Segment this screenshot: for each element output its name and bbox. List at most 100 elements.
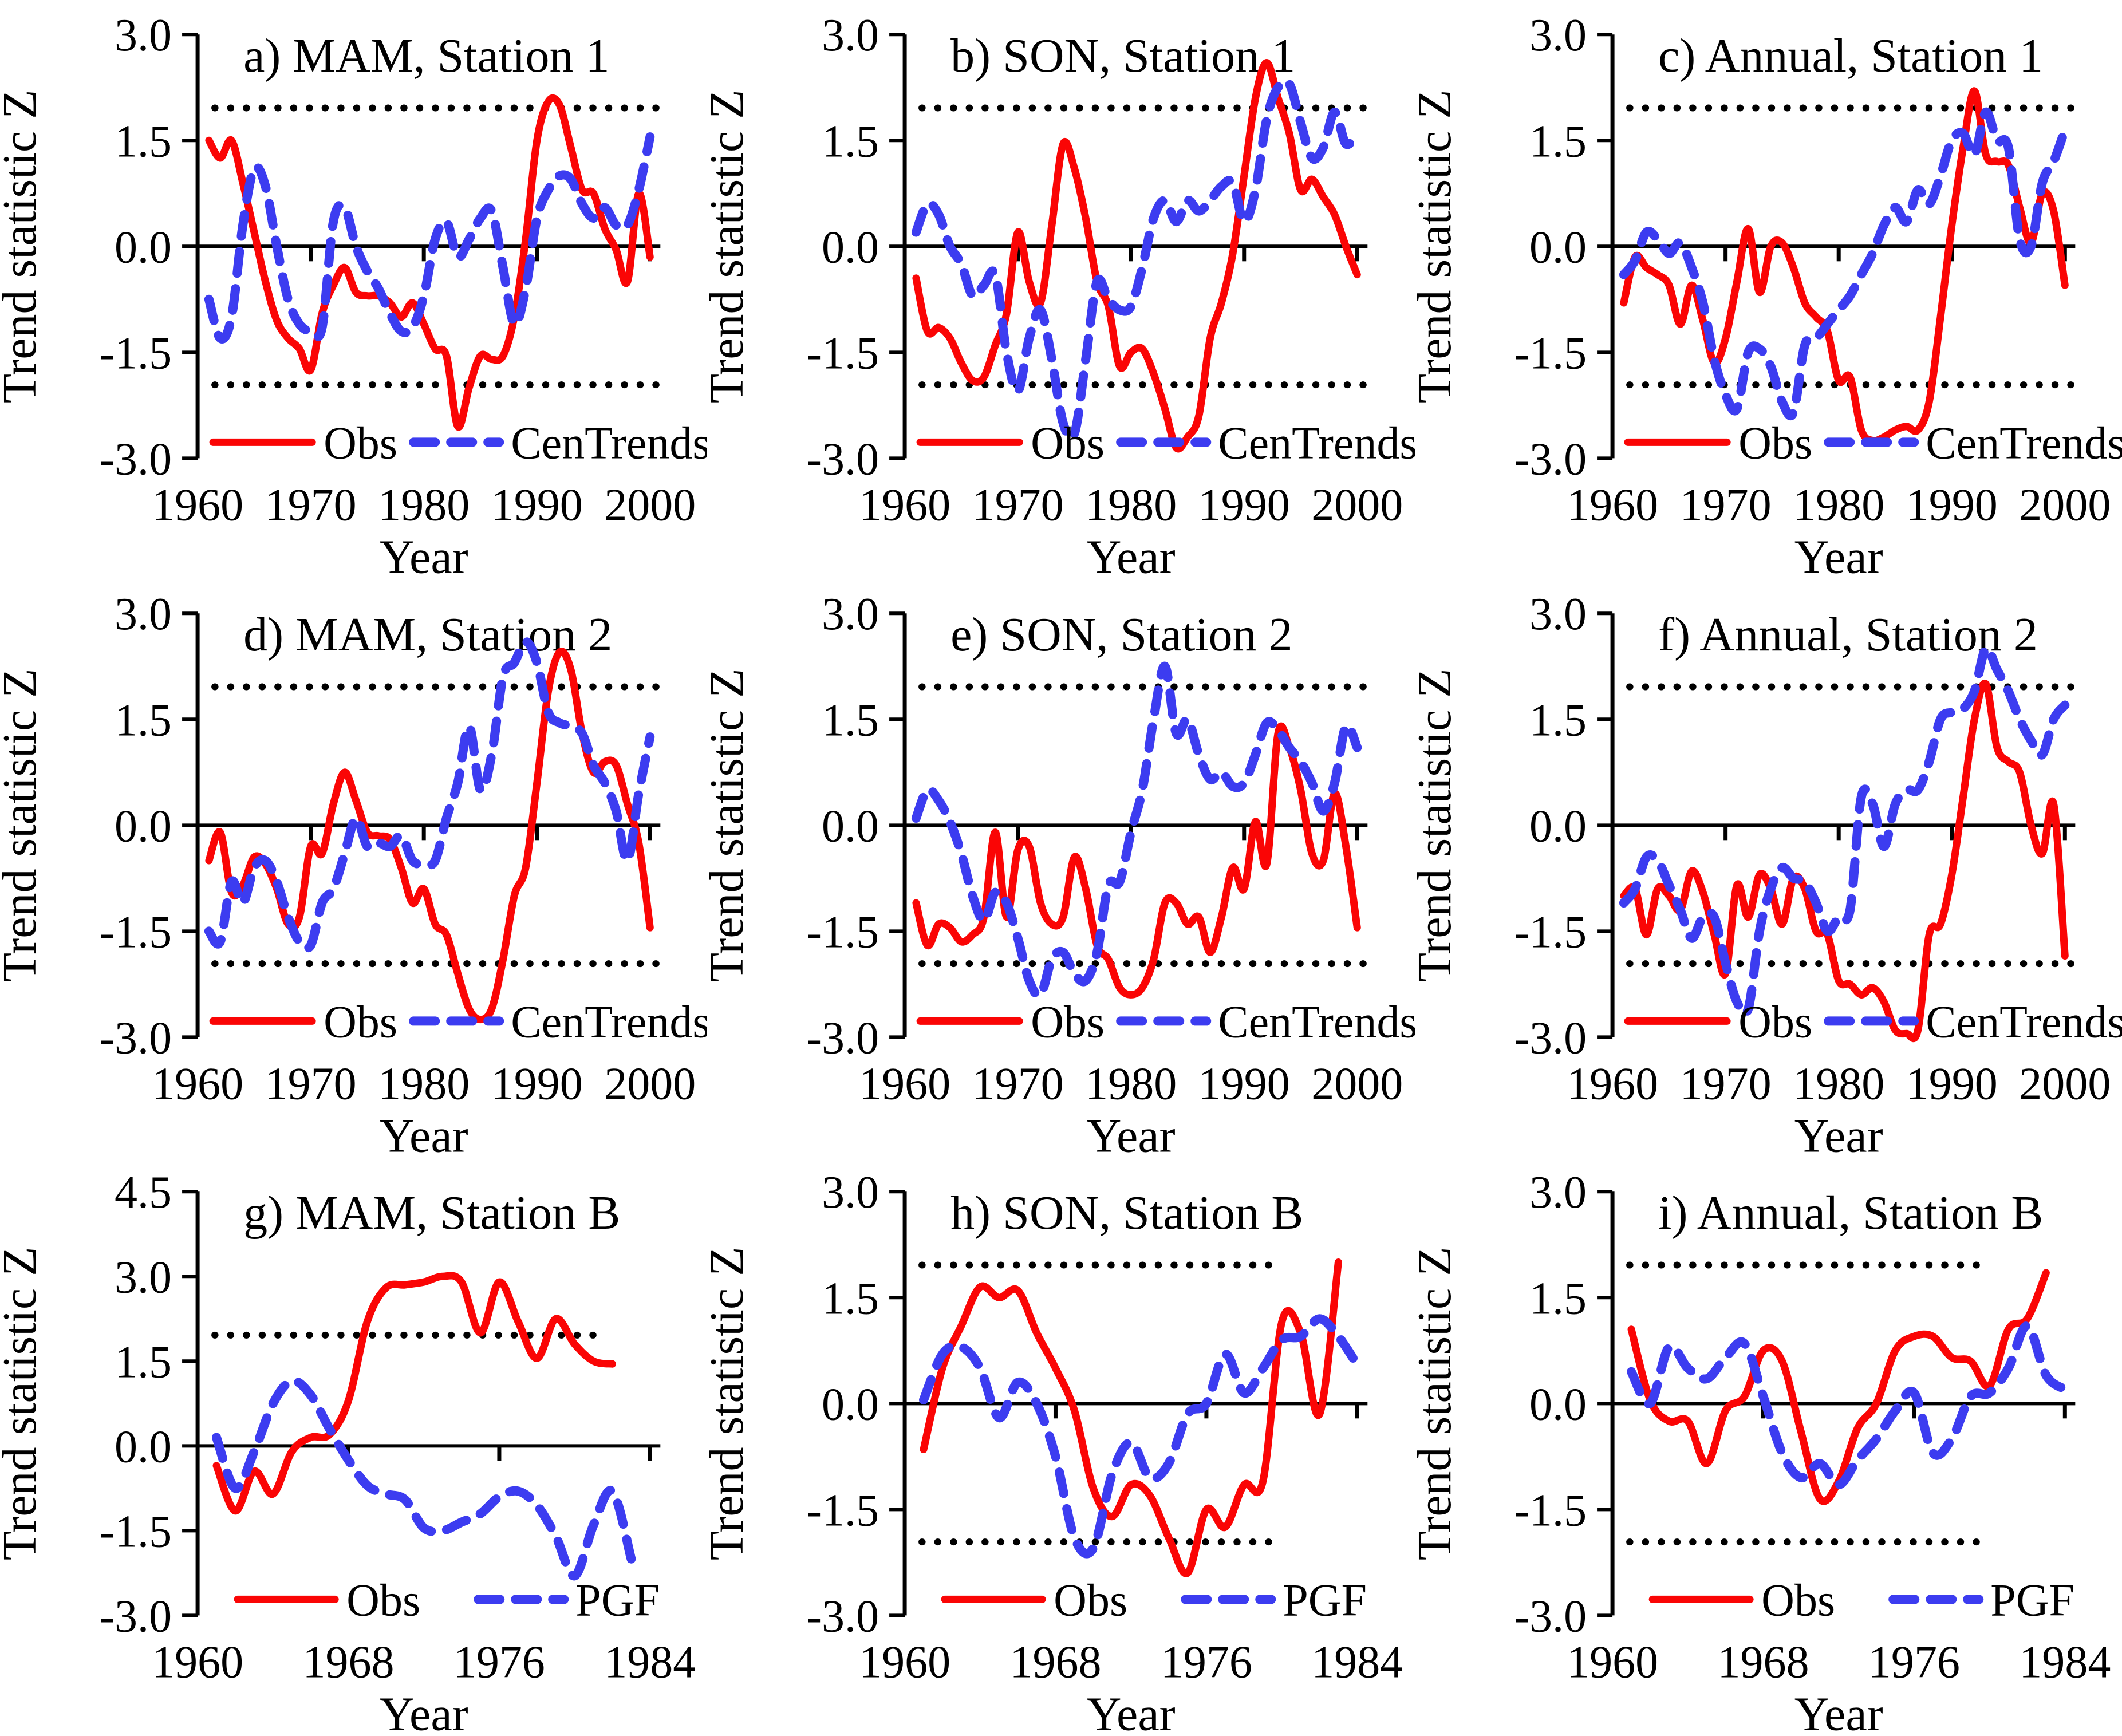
y-tick-label: 1.5 — [115, 695, 172, 745]
panel-title: d) MAM, Station 2 — [243, 608, 612, 661]
y-tick-label: 3.0 — [115, 10, 172, 61]
legend-model-label: CenTrends — [1926, 418, 2122, 468]
y-tick-label: -1.5 — [99, 1507, 172, 1557]
y-tick-label: 0.0 — [115, 222, 172, 273]
y-tick-label: 3.0 — [822, 1168, 879, 1218]
legend-obs-label: Obs — [1054, 1576, 1127, 1626]
y-axis-title: Trend statistic Z — [1415, 668, 1461, 982]
x-axis-title: Year — [1087, 1109, 1176, 1157]
y-tick-label: -3.0 — [99, 434, 172, 484]
x-tick-label: 1970 — [972, 480, 1064, 530]
y-tick-label: 0.0 — [822, 1380, 879, 1430]
y-tick-label: 3.0 — [822, 10, 879, 61]
y-axis-title: Trend statistic Z — [0, 668, 46, 982]
y-tick-label: 3.0 — [1529, 1168, 1587, 1218]
y-tick-label: -1.5 — [1514, 907, 1587, 957]
y-tick-label: 4.5 — [115, 1168, 172, 1218]
x-tick-label: 1960 — [1567, 480, 1658, 530]
x-tick-label: 1960 — [152, 1059, 243, 1109]
y-tick-label: -1.5 — [807, 907, 879, 957]
legend-obs-label: Obs — [324, 997, 397, 1047]
x-tick-label: 2000 — [2019, 480, 2111, 530]
series-obs-line — [1620, 87, 2069, 445]
x-tick-label: 1960 — [859, 480, 950, 530]
series-pgf-line — [211, 1376, 636, 1581]
y-tick-label: 1.5 — [1529, 1274, 1587, 1324]
x-tick-label: 2000 — [604, 1059, 696, 1109]
series-obs-line — [912, 59, 1362, 453]
x-axis-title: Year — [1087, 1688, 1176, 1736]
series-obs-line — [920, 1258, 1343, 1578]
series-centrends-line — [912, 76, 1362, 443]
y-tick-label: 1.5 — [1529, 695, 1587, 745]
series-obs-line — [205, 94, 654, 431]
x-tick-label: 2000 — [1312, 1059, 1403, 1109]
panel-title: h) SON, Station B — [950, 1187, 1303, 1240]
series-obs-line — [912, 722, 1362, 999]
panel-title: e) SON, Station 2 — [950, 608, 1292, 661]
y-tick-label: -1.5 — [99, 907, 172, 957]
x-tick-label: 1970 — [265, 1059, 357, 1109]
chart-panel-f: 3.0 1.5 0.0 -1.5 -3.0 1960 1970 1980 1990 2000 Yea… — [1415, 579, 2122, 1157]
x-tick-label: 1990 — [491, 1059, 583, 1109]
legend-obs-label: Obs — [1761, 1576, 1835, 1626]
y-axis-title: Trend statistic Z — [1415, 1247, 1461, 1561]
legend-obs-label: Obs — [1031, 418, 1105, 468]
series-centrends-line — [204, 132, 655, 344]
x-tick-label: 2000 — [2019, 1059, 2111, 1109]
legend-obs-label: Obs — [1738, 997, 1812, 1047]
x-tick-label: 1984 — [604, 1638, 696, 1688]
chart-panel-a: 3.0 1.5 0.0 -1.5 -3.0 1960 1970 1980 1990 2000 Yea… — [0, 0, 707, 578]
legend-model-label: PGF — [1990, 1576, 2074, 1626]
x-tick-label: 1990 — [1906, 480, 1997, 530]
y-tick-label: 0.0 — [115, 801, 172, 851]
x-tick-label: 1968 — [1717, 1638, 1809, 1688]
y-tick-label: 1.5 — [822, 695, 879, 745]
x-tick-label: 1984 — [2019, 1638, 2111, 1688]
y-axis-title: Trend statistic Z — [0, 1247, 46, 1561]
y-tick-label: 0.0 — [1529, 222, 1587, 273]
y-tick-label: -3.0 — [807, 1592, 879, 1642]
y-tick-label: 1.5 — [115, 116, 172, 167]
legend-model-label: CenTrends — [511, 997, 707, 1047]
y-tick-label: 1.5 — [115, 1337, 172, 1388]
x-axis-title: Year — [380, 530, 468, 578]
chart-panel-d: 3.0 1.5 0.0 -1.5 -3.0 1960 1970 1980 1990 2000 Yea… — [0, 579, 707, 1157]
series-obs-line — [1620, 679, 2069, 1042]
x-tick-label: 1980 — [1793, 480, 1884, 530]
x-tick-label: 1970 — [1679, 480, 1771, 530]
y-axis-title: Trend statistic Z — [707, 668, 754, 982]
x-axis-title: Year — [1794, 1109, 1883, 1157]
series-centrends-line — [912, 661, 1362, 1000]
x-tick-label: 2000 — [1312, 480, 1403, 530]
x-tick-label: 1980 — [1793, 1059, 1884, 1109]
y-tick-label: -3.0 — [99, 1592, 172, 1642]
y-tick-label: 0.0 — [822, 801, 879, 851]
panel-title: i) Annual, Station B — [1658, 1187, 2043, 1240]
chart-panel-c: 3.0 1.5 0.0 -1.5 -3.0 1960 1970 1980 1990 2000 Yea… — [1415, 0, 2122, 578]
chart-panel-e: 3.0 1.5 0.0 -1.5 -3.0 1960 1970 1980 1990 2000 Yea… — [707, 579, 1414, 1157]
x-tick-label: 1976 — [1161, 1638, 1252, 1688]
x-axis-title: Year — [1087, 530, 1176, 578]
legend-model-label: CenTrends — [1926, 997, 2122, 1047]
y-tick-label: -1.5 — [99, 328, 172, 378]
x-tick-label: 1980 — [378, 480, 470, 530]
y-tick-label: -3.0 — [99, 1013, 172, 1063]
x-tick-label: 1960 — [859, 1059, 950, 1109]
x-tick-label: 1968 — [302, 1638, 394, 1688]
x-tick-label: 1960 — [859, 1638, 950, 1688]
x-axis-title: Year — [1794, 530, 1883, 578]
panel-title: a) MAM, Station 1 — [243, 29, 609, 82]
x-tick-label: 1976 — [1868, 1638, 1960, 1688]
series-centrends-line — [1619, 643, 2069, 1019]
x-tick-label: 1960 — [1567, 1638, 1658, 1688]
x-tick-label: 1990 — [1198, 480, 1290, 530]
